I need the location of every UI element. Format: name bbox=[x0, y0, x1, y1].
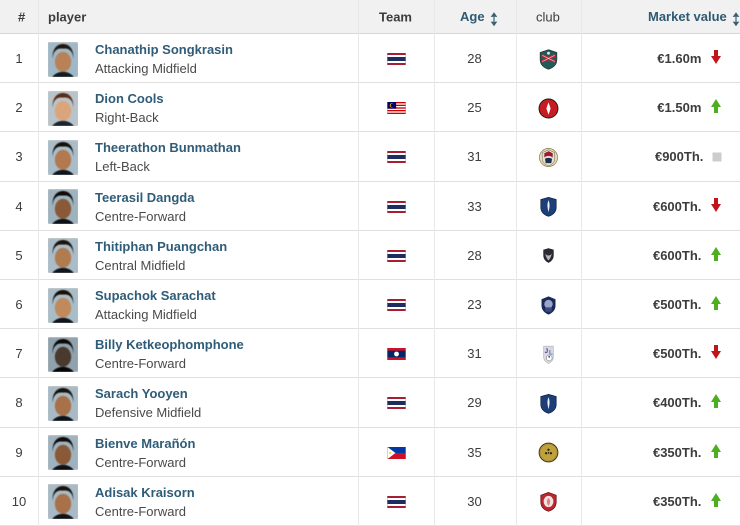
svg-text:J: J bbox=[545, 348, 549, 355]
